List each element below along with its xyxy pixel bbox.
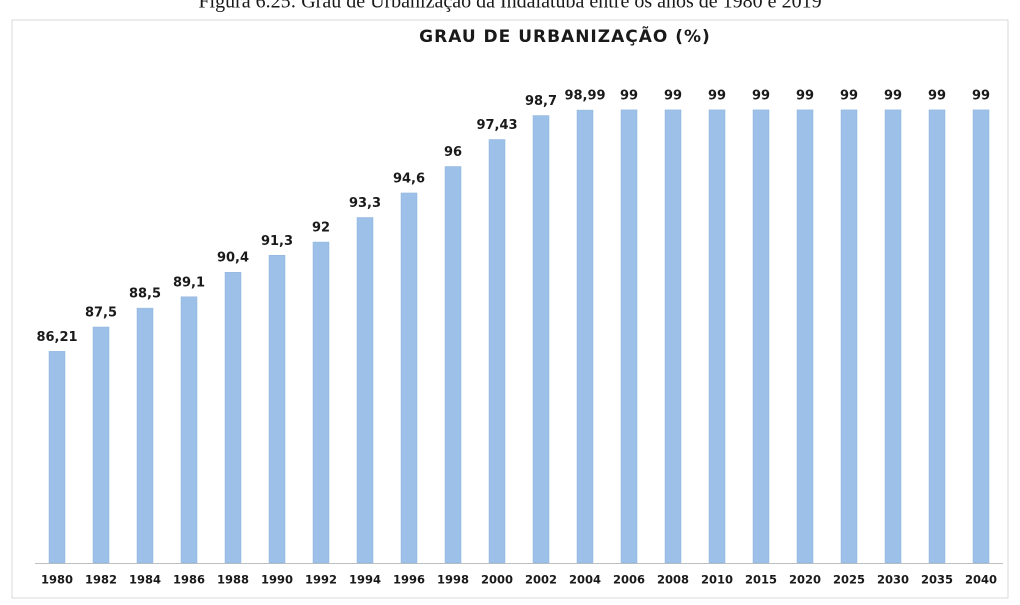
x-tick-label: 1992 [305,573,337,587]
bar [444,166,462,564]
value-label: 88,5 [129,287,161,302]
x-tick-label: 2035 [921,573,953,587]
x-tick-label: 2006 [613,573,645,587]
bar [752,109,770,564]
value-label: 87,5 [85,306,117,321]
value-label: 92 [312,221,330,236]
bar [92,326,110,564]
value-label: 99 [884,88,902,103]
bar [928,109,946,564]
value-label: 98,7 [525,94,557,109]
value-label: 91,3 [261,234,293,249]
x-tick-label: 2025 [833,573,865,587]
value-label: 99 [928,88,946,103]
value-label: 97,43 [476,118,517,133]
figure-caption: Figura 6.25: Grau de Urbanização da Inda… [198,0,821,13]
x-tick-label: 2030 [877,573,909,587]
value-label: 99 [972,88,990,103]
bar [576,109,594,564]
x-tick-label: 2000 [481,573,513,587]
x-tick-label: 2020 [789,573,821,587]
value-label: 99 [664,88,682,103]
x-tick-label: 2010 [701,573,733,587]
value-label: 99 [620,88,638,103]
value-label: 90,4 [217,251,249,266]
x-tick-label: 1984 [129,573,161,587]
x-tick-label: 1998 [437,573,469,587]
value-label: 94,6 [393,171,425,186]
x-tick-label: 2004 [569,573,601,587]
value-label: 89,1 [173,275,205,290]
value-label: 98,99 [564,89,605,104]
bar [136,307,154,564]
bar [972,109,990,564]
bar [708,109,726,564]
value-label: 86,21 [36,330,77,345]
bar [48,351,66,564]
chart-border [11,19,1009,599]
chart-title: GRAU DE URBANIZAÇÃO (%) [419,24,711,47]
x-tick-label: 1990 [261,573,293,587]
bar [532,115,550,564]
bar [268,255,286,564]
x-tick-label: 2015 [745,573,777,587]
bar [620,109,638,564]
x-tick-label: 2008 [657,573,689,587]
bar [664,109,682,564]
value-label: 99 [840,88,858,103]
x-tick-label: 1982 [85,573,117,587]
bar [180,296,198,564]
value-label: 99 [708,88,726,103]
bar [796,109,814,564]
bar [356,217,374,564]
x-tick-label: 2040 [965,573,997,587]
bar [488,139,506,564]
value-label: 99 [796,88,814,103]
x-tick-label: 1996 [393,573,425,587]
x-tick-label: 2002 [525,573,557,587]
value-label: 93,3 [349,196,381,211]
bar [224,271,242,564]
x-tick-label: 1988 [217,573,249,587]
value-label: 99 [752,88,770,103]
x-tick-label: 1980 [41,573,73,587]
bar [312,241,330,564]
x-tick-label: 1994 [349,573,381,587]
bar [884,109,902,564]
value-label: 96 [444,145,462,160]
bar [400,192,418,564]
x-tick-label: 1986 [173,573,205,587]
bar [840,109,858,564]
